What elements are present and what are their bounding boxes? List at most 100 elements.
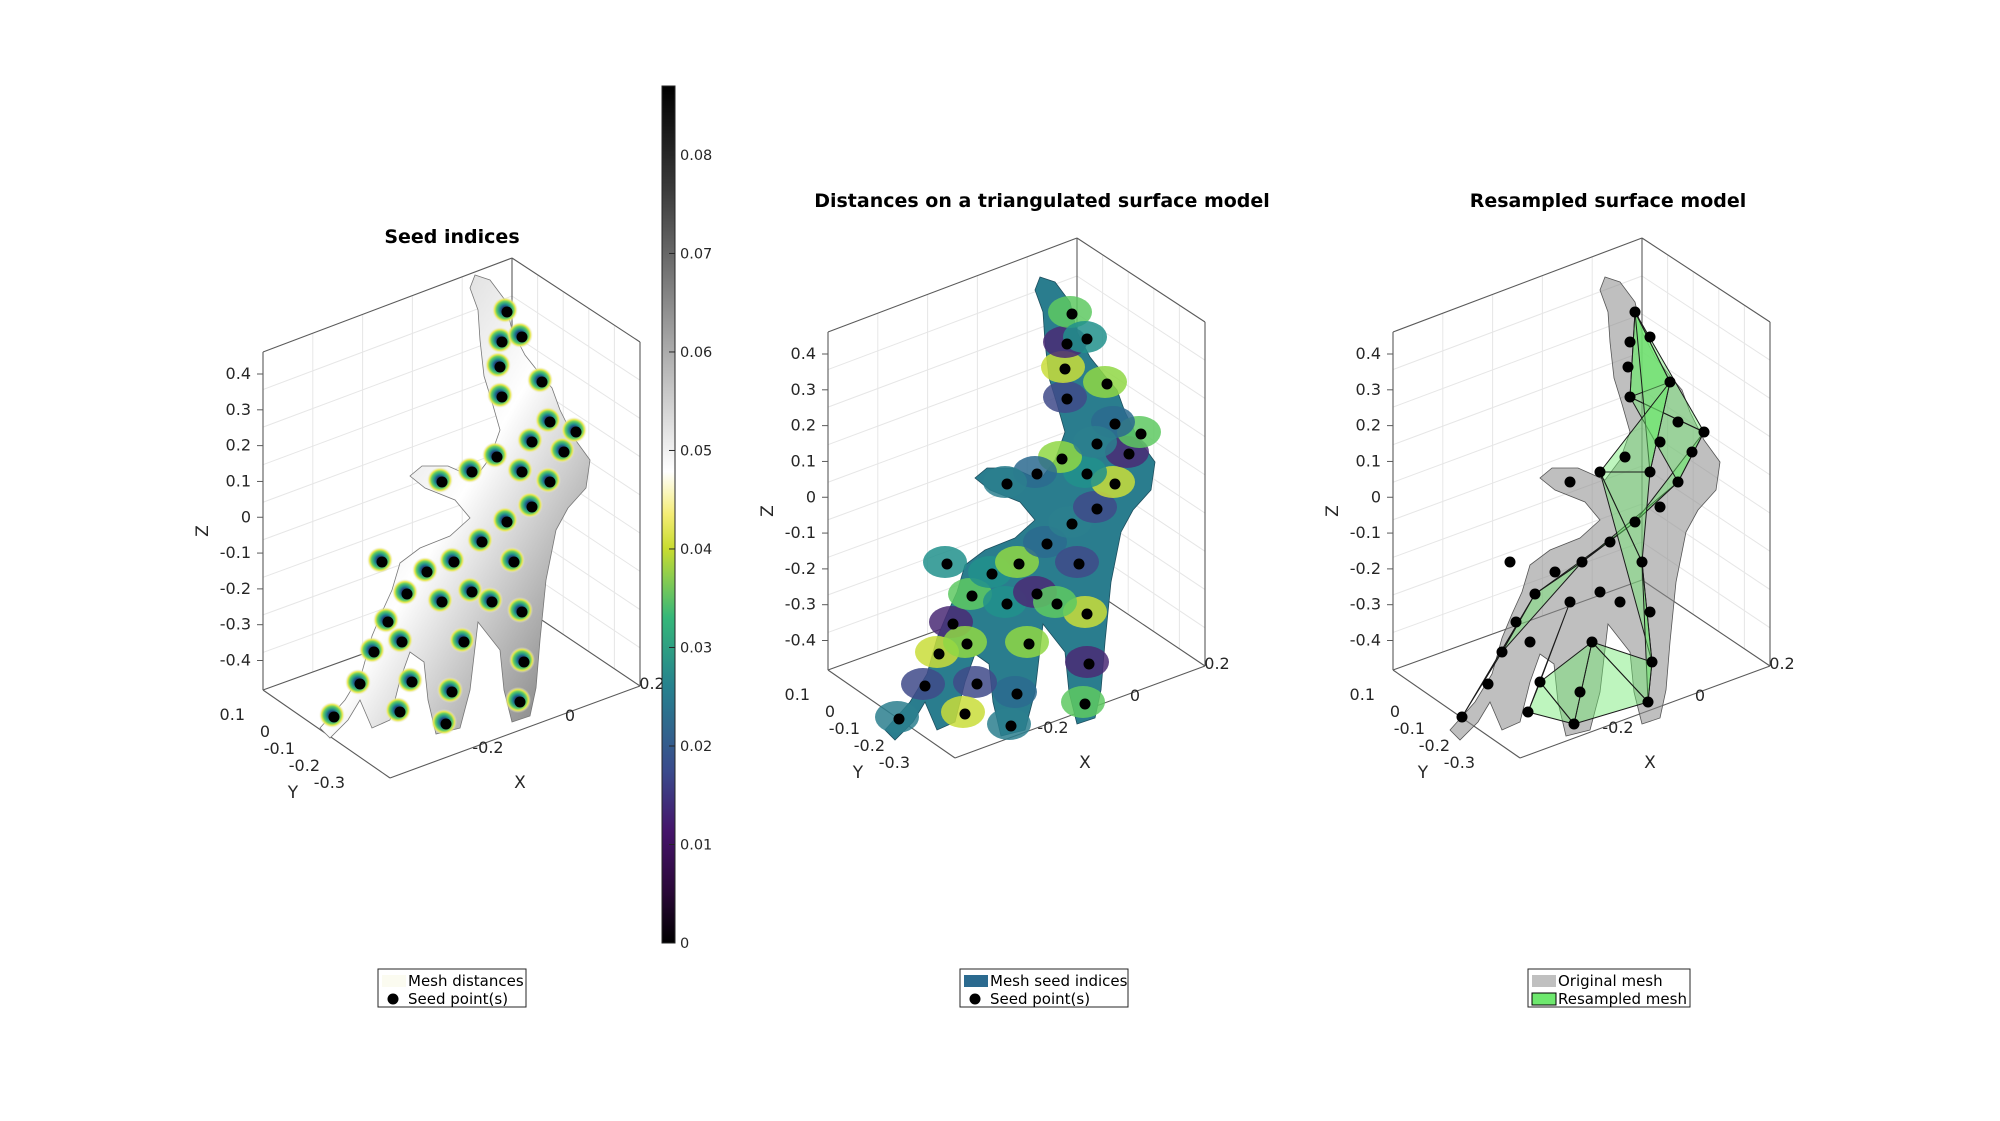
z-tick-label: -0.2 — [785, 559, 816, 578]
z-tick-label: 0.2 — [226, 436, 251, 455]
seed-point — [1091, 438, 1103, 450]
z-tick-label: 0 — [1371, 487, 1381, 506]
grid-line — [1641, 351, 1771, 438]
legend-label: Mesh seed indices — [990, 972, 1128, 990]
seed-point — [1066, 518, 1078, 530]
seed-point — [1624, 336, 1636, 348]
z-tick-label: 0.4 — [1356, 344, 1381, 363]
grid-line — [262, 333, 513, 428]
y-tick-label: 0.1 — [220, 705, 245, 724]
seed-point — [1672, 476, 1684, 488]
grid-line — [511, 333, 641, 419]
grid-line — [1392, 351, 1643, 446]
grid-line — [1641, 313, 1771, 399]
seed-point — [1644, 606, 1656, 618]
seed-point — [1586, 636, 1598, 648]
seed-point — [496, 391, 508, 403]
seed-point — [1619, 451, 1631, 463]
colorbar-tick-label: 0.04 — [680, 542, 712, 558]
seed-point — [1568, 718, 1580, 730]
seed-point — [544, 416, 556, 428]
seed-point — [494, 361, 506, 373]
seed-point — [1011, 688, 1023, 700]
seed-point — [440, 718, 452, 730]
seed-point — [544, 476, 556, 488]
x-tick-label: -0.2 — [472, 738, 503, 757]
seed-point — [1574, 686, 1586, 698]
panel-title: Seed indices — [384, 226, 519, 248]
y-axis-label: Y — [852, 763, 864, 783]
seed-point — [558, 446, 570, 458]
seed-point — [508, 556, 520, 568]
seed-point — [466, 586, 478, 598]
seed-point — [486, 596, 498, 608]
seed-point — [971, 678, 983, 690]
z-tick-label: -0.1 — [1350, 523, 1381, 542]
z-tick-label: 0.3 — [1356, 380, 1381, 399]
legend-swatch — [1532, 975, 1556, 987]
colorbar-tick-label: 0.07 — [680, 246, 712, 262]
z-tick-label: 0.4 — [791, 344, 816, 363]
z-tick-label: -0.2 — [220, 579, 251, 598]
colorbar-gradient — [661, 85, 676, 944]
seed-point — [396, 636, 408, 648]
seed-point — [518, 656, 530, 668]
grid-line — [1641, 275, 1771, 361]
seed-point — [1642, 696, 1654, 708]
y-tick-label: -0.1 — [1394, 719, 1425, 738]
seed-point — [1636, 556, 1648, 568]
z-tick-label: -0.4 — [220, 651, 251, 670]
legend-label: Seed point(s) — [408, 990, 508, 1008]
seed-point — [1594, 466, 1606, 478]
seed-point — [1061, 338, 1073, 350]
seed-point — [1654, 436, 1666, 448]
seed-point — [1123, 448, 1135, 460]
grid-line — [1076, 351, 1206, 438]
seed-point — [1081, 608, 1093, 620]
seed-point — [961, 638, 973, 650]
seed-point — [1109, 418, 1121, 430]
grid-line — [262, 371, 513, 466]
z-tick-label: 0.3 — [791, 380, 816, 399]
x-tick-label: 0.2 — [1769, 654, 1794, 673]
z-tick-label: -0.4 — [1350, 631, 1381, 650]
seed-point — [1083, 658, 1095, 670]
z-tick-label: 0 — [241, 507, 251, 526]
y-tick-label: -0.3 — [879, 753, 910, 772]
z-tick-label: -0.3 — [220, 615, 251, 634]
seed-point — [1023, 638, 1035, 650]
seed-point — [570, 426, 582, 438]
seed-point — [1622, 361, 1634, 373]
seed-point — [1529, 588, 1541, 600]
z-tick-label: -0.2 — [1350, 559, 1381, 578]
seed-point — [536, 376, 548, 388]
grid-line — [827, 351, 1078, 446]
seed-point — [966, 590, 978, 602]
seed-point — [1629, 306, 1641, 318]
colorbar: 0 0.01 0.02 0.03 0.04 0.05 0.06 0.07 0.08 — [661, 85, 712, 952]
seed-point — [1534, 676, 1546, 688]
y-tick-label: 0.1 — [785, 685, 810, 704]
x-axis-label: X — [1644, 753, 1656, 773]
seed-point — [476, 536, 488, 548]
seed-point — [1698, 426, 1710, 438]
seed-point — [526, 501, 538, 513]
z-tick-label: 0.4 — [226, 364, 251, 383]
colorbar-tick-label: 0.02 — [680, 739, 712, 755]
seed-point — [1001, 598, 1013, 610]
axes-edge — [1076, 237, 1206, 323]
z-axis-label: Z — [758, 505, 778, 517]
seed-point — [421, 566, 433, 578]
axes-edge — [827, 237, 1078, 333]
seed-point — [1504, 556, 1516, 568]
seed-points — [893, 308, 1147, 732]
z-tick-label: -0.3 — [785, 595, 816, 614]
seed-point — [436, 476, 448, 488]
seed-point — [1456, 711, 1468, 723]
seed-point — [919, 680, 931, 692]
seed-point — [1672, 416, 1684, 428]
seed-point — [959, 708, 971, 720]
seed-point — [514, 696, 526, 708]
